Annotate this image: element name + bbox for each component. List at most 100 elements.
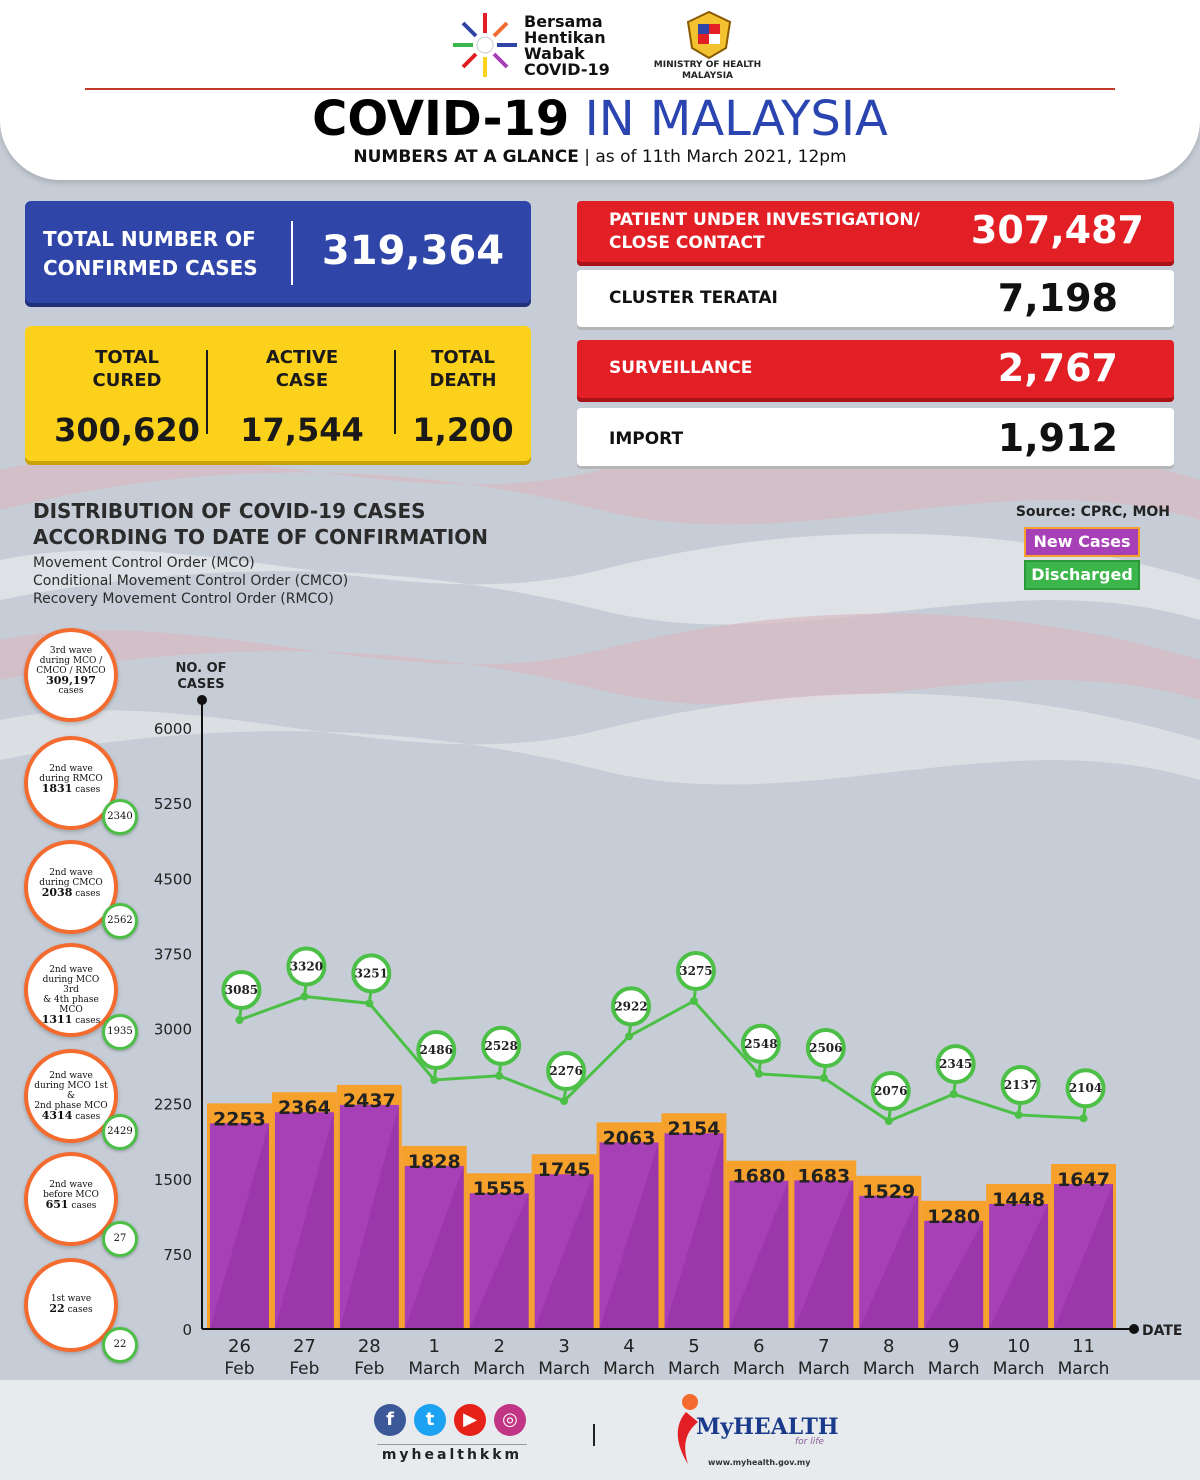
bar — [599, 1142, 659, 1329]
stat-import: IMPORT 1,912 — [577, 408, 1174, 466]
x-tick-month: March — [538, 1359, 590, 1379]
x-tick-month: March — [928, 1359, 980, 1379]
discharged-value-label: 3320 — [290, 959, 323, 973]
campaign-line: COVID-19 — [524, 60, 610, 79]
instagram-icon[interactable]: ◎ — [494, 1404, 526, 1436]
y-tick-label: 2250 — [154, 1096, 192, 1114]
outcome-label: CASE — [275, 370, 329, 391]
divider — [206, 350, 208, 434]
covid-campaign-logo — [453, 13, 517, 77]
bar-value-label: 2154 — [668, 1118, 721, 1140]
wave-unit: cases — [71, 1201, 97, 1211]
x-tick-month: March — [603, 1359, 655, 1379]
wave-unit: cases — [75, 889, 101, 899]
myhealth-logo: MyHEALTH — [696, 1414, 839, 1440]
confirmed-label-line: TOTAL NUMBER OF — [43, 227, 256, 251]
bar — [989, 1203, 1049, 1329]
bar-value-label: 1647 — [1057, 1169, 1110, 1191]
bar — [210, 1123, 269, 1329]
wave-line: 2nd wave — [49, 965, 93, 975]
bar-value-label: 1828 — [408, 1151, 461, 1173]
discharged-value-label: 2276 — [549, 1064, 582, 1078]
header-panel: Bersama Hentikan Wabak COVID-19 MINISTRY… — [0, 0, 1200, 180]
discharged-marker — [870, 1071, 911, 1112]
subtitle-separator: | — [584, 147, 590, 167]
x-tick-day: 1 — [429, 1336, 440, 1357]
ministry-line: MALAYSIA — [681, 71, 734, 81]
x-tick-month: March — [473, 1359, 525, 1379]
discharged-value-label: 3251 — [355, 966, 388, 980]
bar-value-label: 2364 — [278, 1097, 331, 1119]
x-tick-month: March — [798, 1359, 850, 1379]
x-tick-day: 10 — [1007, 1336, 1030, 1357]
stat-label: CLUSTER TERATAI — [609, 288, 778, 308]
bar — [534, 1174, 594, 1329]
wave-line: 2nd wave — [49, 764, 93, 774]
bar-value-label: 1280 — [927, 1206, 980, 1228]
wave-discharged-badge: 27 — [102, 1221, 138, 1257]
distribution-notes: Movement Control Order (MCO) Conditional… — [33, 554, 348, 608]
stat-label: IMPORT — [609, 429, 684, 449]
y-tick-label: 1500 — [154, 1171, 192, 1189]
wave-circle: 2nd wave before MCO 651 cases — [24, 1152, 118, 1246]
twitter-icon[interactable]: t — [414, 1404, 446, 1436]
stat-cluster-teratai: CLUSTER TERATAI 7,198 — [577, 270, 1174, 327]
distribution-title: DISTRIBUTION OF COVID-19 CASES ACCORDING… — [33, 498, 488, 550]
bar-value-label: 2253 — [213, 1108, 266, 1130]
wave-discharged-badge: 2340 — [102, 799, 138, 835]
discharged-value-label: 2922 — [614, 999, 647, 1013]
youtube-icon[interactable]: ▶ — [454, 1404, 486, 1436]
discharged-marker — [221, 969, 262, 1010]
outcomes-card: TOTAL CURED 300,620 ACTIVE CASE 17,544 TOT… — [25, 326, 531, 461]
x-tick-day: 28 — [358, 1336, 381, 1357]
campaign-line: Bersama — [524, 12, 603, 31]
ministry-line: MINISTRY OF HEALTH — [653, 60, 762, 70]
distribution-title-line: ACCORDING TO DATE OF CONFIRMATION — [33, 525, 488, 549]
wave-discharged-badge: 1935 — [102, 1014, 138, 1050]
x-axis-dot — [1129, 1324, 1139, 1334]
bar-value-label: 2437 — [343, 1090, 396, 1112]
bar — [469, 1193, 529, 1329]
social-handle[interactable]: myhealthkkm — [377, 1444, 527, 1463]
y-tick-label: 0 — [182, 1321, 192, 1339]
brand-prefix: My — [696, 1414, 734, 1440]
x-tick-month: March — [668, 1359, 720, 1379]
facebook-icon[interactable]: f — [374, 1404, 406, 1436]
bar-value-label: 1683 — [797, 1165, 850, 1187]
y-tick-label: 6000 — [154, 720, 192, 738]
discharged-value-label: 2137 — [1004, 1078, 1037, 1092]
y-tick-label: 750 — [163, 1246, 192, 1264]
y-axis-label: CASES — [177, 677, 224, 692]
wave-unit: cases — [67, 1305, 93, 1315]
x-tick-month: Feb — [224, 1359, 254, 1379]
stat-value: 1,912 — [997, 416, 1118, 460]
x-tick-day: 27 — [293, 1336, 316, 1357]
confirmed-label: TOTAL NUMBER OF CONFIRMED CASES — [43, 225, 283, 283]
page-title: COVID-19 IN MALAYSIA — [0, 92, 1200, 146]
wave-cases: 1831 — [41, 782, 73, 795]
stat-label: CLOSE CONTACT — [609, 233, 765, 253]
bar-shade — [729, 1180, 789, 1329]
x-axis-label: DATE — [1142, 1323, 1182, 1339]
campaign-text: Bersama Hentikan Wabak COVID-19 — [524, 14, 610, 78]
x-tick-day: 4 — [623, 1336, 634, 1357]
wave-line: 2nd wave — [49, 1071, 93, 1081]
discharged-value-label: 3275 — [679, 964, 712, 978]
wave-line: & 4th phase MCO — [43, 995, 99, 1015]
bar-value-label: 1529 — [862, 1181, 915, 1203]
discharged-marker — [351, 953, 392, 994]
discharged-marker — [675, 950, 716, 991]
stat-label: PATIENT UNDER INVESTIGATION/ — [609, 210, 920, 230]
wave-unit: cases — [75, 785, 101, 795]
wave-line: CMCO / RMCO — [36, 666, 106, 676]
bar — [729, 1180, 789, 1329]
footer-separator — [593, 1424, 595, 1446]
brand-name: HEALTH — [733, 1414, 839, 1440]
stat-surveillance: SURVEILLANCE 2,767 — [577, 340, 1174, 398]
wave-cases: 2038 — [41, 886, 73, 899]
wave-circle: 3rd wave during MCO / CMCO / RMCO 309,19… — [24, 628, 118, 722]
discharged-value-label: 2076 — [874, 1084, 907, 1098]
discharged-marker — [740, 1023, 781, 1064]
wave-unit: cases — [75, 1112, 101, 1122]
